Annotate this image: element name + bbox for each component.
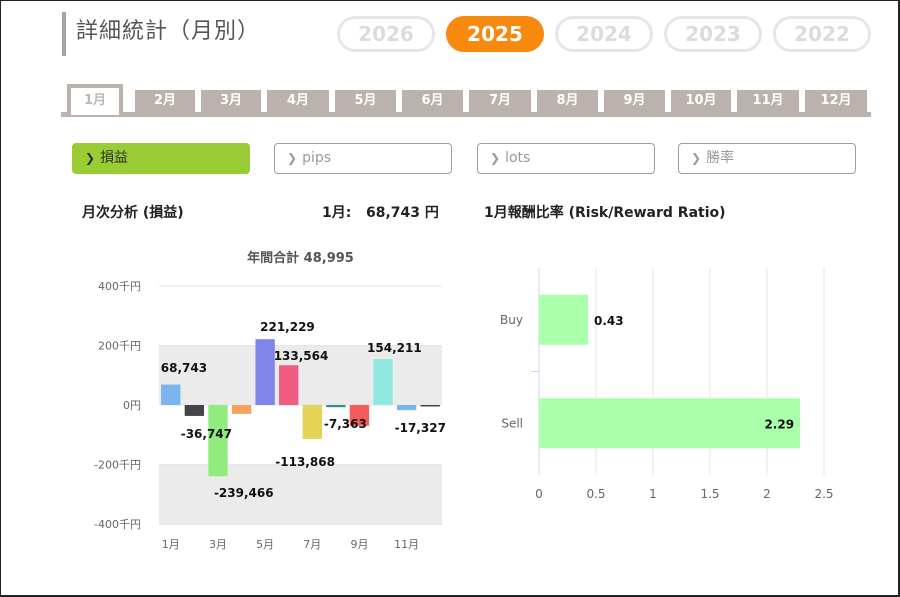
chevron-right-icon: ❯ <box>691 151 702 165</box>
year-button-2025[interactable]: 2025 <box>446 16 544 52</box>
y-tick-label: -400千円 <box>94 518 141 531</box>
data-label: -36,747 <box>181 427 232 441</box>
data-label: -17,327 <box>395 421 446 435</box>
left-panel-label: 月次分析 (損益) <box>82 205 184 221</box>
chevron-right-icon: ❯ <box>85 151 96 165</box>
x-tick-label: 0 <box>535 487 543 501</box>
bar-12月 <box>420 405 440 407</box>
bar-1月 <box>161 384 181 405</box>
x-tick-label: 0.5 <box>586 487 605 501</box>
metric-label: lots <box>505 150 531 166</box>
month-tab-4[interactable]: 4月 <box>267 90 329 112</box>
y-tick-label: 200千円 <box>98 340 141 353</box>
bar-5月 <box>255 339 275 405</box>
data-label: 133,564 <box>274 349 329 363</box>
bar-9月 <box>349 405 370 426</box>
month-tab-9[interactable]: 9月 <box>604 90 665 112</box>
right-panel-label: 1月報酬比率 (Risk/Reward Ratio) <box>484 205 726 221</box>
bar-sell <box>539 398 801 449</box>
data-label: -113,868 <box>275 455 335 469</box>
data-label: 154,211 <box>367 341 422 355</box>
monthly-pnl-chart: 年間合計 48,995 400千円 200千円 0円 -200千円 -400千円 68,74… <box>94 250 446 551</box>
data-label: -239,466 <box>214 486 274 500</box>
metric-button-4[interactable]: ❯ 勝率 <box>678 143 856 174</box>
metric-button-2[interactable]: ❯ pips <box>274 143 452 174</box>
month-tab-1[interactable]: 1月 <box>67 84 123 115</box>
metric-button-3[interactable]: ❯ lots <box>477 143 655 174</box>
bar-3月 <box>208 405 228 477</box>
bar-10月 <box>373 359 393 405</box>
bar-buy <box>539 294 589 345</box>
month-tab-7[interactable]: 7月 <box>469 90 531 112</box>
month-tab-10[interactable]: 10月 <box>671 90 731 112</box>
category-label: Buy <box>500 313 523 327</box>
bar-6月 <box>279 365 299 405</box>
chevron-right-icon: ❯ <box>287 151 298 165</box>
month-tab-11[interactable]: 11月 <box>737 90 799 112</box>
month-tabs: 1月 2月 3月 4月 5月 6月 7月 8月 9月 10月 11月 12月 <box>61 84 871 117</box>
year-button-2026[interactable]: 2026 <box>337 16 435 52</box>
month-tabs-underline <box>61 112 871 117</box>
risk-reward-chart: 0 0.5 1 1.5 2 2.5 Buy 0.43 Sell 2.29 <box>500 268 834 501</box>
month-tab-8[interactable]: 8月 <box>537 90 598 112</box>
x-tick-label: 1月 <box>162 538 180 551</box>
data-label: 2.29 <box>764 417 794 431</box>
month-tab-3[interactable]: 3月 <box>201 90 261 112</box>
x-tick-label: 1.5 <box>700 487 719 501</box>
page-title-block: 詳細統計（月別） <box>62 12 260 56</box>
page-title: 詳細統計（月別） <box>76 19 261 44</box>
y-tick-label: -200千円 <box>94 459 141 472</box>
month-total-label: 1月: <box>322 205 352 221</box>
chart-title: 年間合計 48,995 <box>247 250 354 266</box>
metric-label: 損益 <box>100 150 129 166</box>
year-button-2022[interactable]: 2022 <box>773 16 871 52</box>
x-tick-label: 2.5 <box>814 487 833 501</box>
month-total-value: 68,743 円 <box>366 205 439 221</box>
x-tick-label: 9月 <box>350 538 368 551</box>
year-selector: 2026 2025 2024 2023 2022 <box>337 16 871 52</box>
month-tab-2[interactable]: 2月 <box>135 90 195 112</box>
metric-button-1[interactable]: ❯ 損益 <box>72 143 250 174</box>
category-label: Sell <box>501 416 523 430</box>
metric-label: 勝率 <box>706 150 735 166</box>
x-tick-label: 5月 <box>256 538 274 551</box>
year-button-2024[interactable]: 2024 <box>555 16 653 52</box>
plot-band-negative <box>159 464 442 524</box>
bar-8月 <box>326 405 346 408</box>
chevron-right-icon: ❯ <box>490 151 501 165</box>
year-button-2023[interactable]: 2023 <box>664 16 762 52</box>
data-label: 221,229 <box>260 320 315 334</box>
month-tab-5[interactable]: 5月 <box>335 90 396 112</box>
y-tick-label: 0円 <box>123 399 141 412</box>
data-label: -7,363 <box>324 417 367 431</box>
data-label: 68,743 <box>161 361 207 375</box>
bar-7月 <box>302 405 322 439</box>
bar-2月 <box>184 405 205 416</box>
x-tick-label: 7月 <box>303 538 321 551</box>
month-tab-6[interactable]: 6月 <box>402 90 463 112</box>
bar-11月 <box>396 405 417 411</box>
bar-4月 <box>231 405 252 414</box>
x-tick-label: 2 <box>763 487 771 501</box>
x-tick-label: 1 <box>649 487 657 501</box>
metric-label: pips <box>302 150 332 166</box>
x-tick-label: 3月 <box>209 538 227 551</box>
x-tick-label: 11月 <box>394 538 419 551</box>
y-tick-label: 400千円 <box>98 280 141 293</box>
data-label: 0.43 <box>594 314 624 328</box>
month-tab-12[interactable]: 12月 <box>805 90 867 112</box>
plot-band-positive <box>159 345 442 405</box>
